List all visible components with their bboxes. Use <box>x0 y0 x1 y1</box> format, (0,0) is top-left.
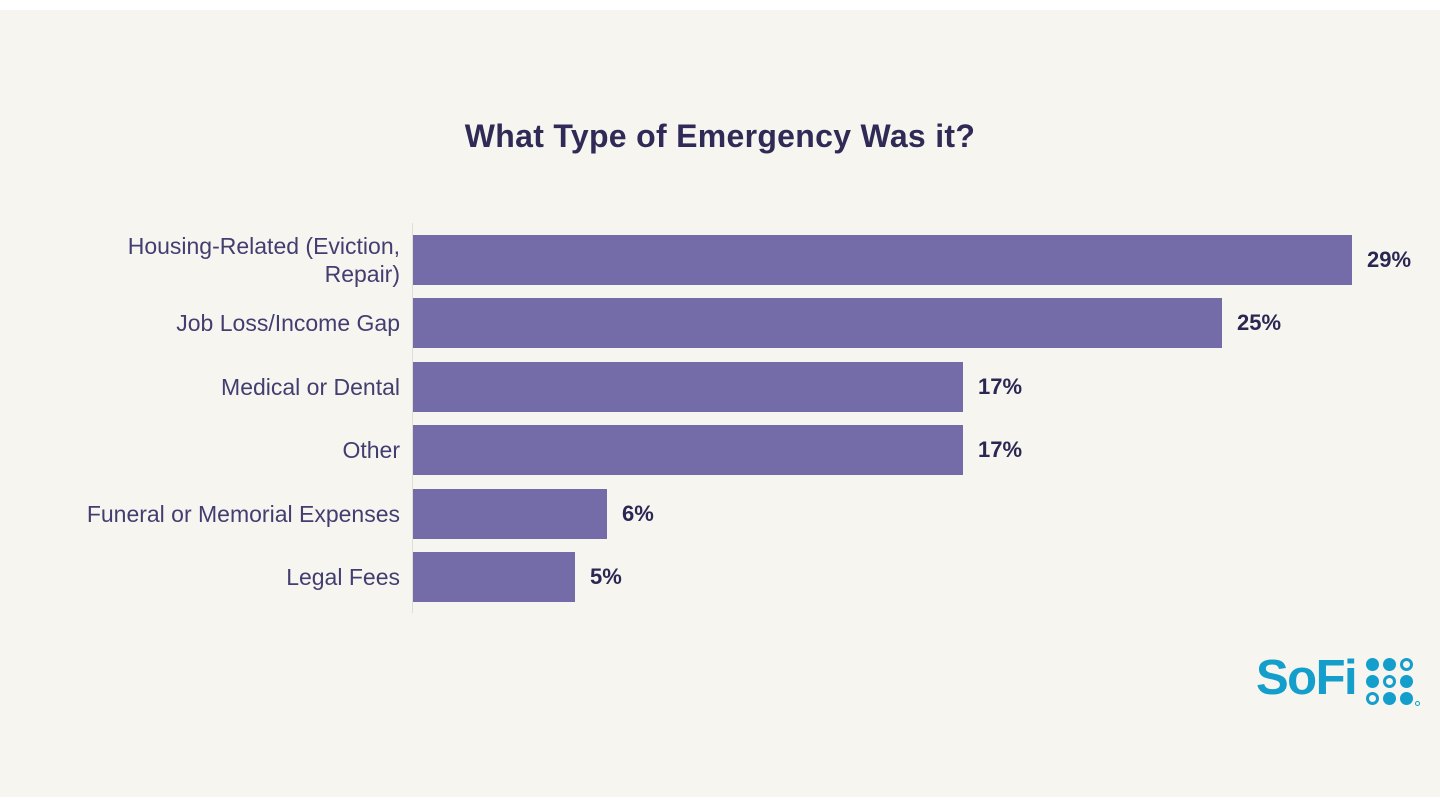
category-label: Other <box>342 437 400 464</box>
bar-row: Medical or Dental 17% <box>20 355 1420 419</box>
bar-row: Other 17% <box>20 419 1420 483</box>
bar <box>413 298 1222 349</box>
filled-dot-icon <box>1383 692 1397 705</box>
ring-dot-icon <box>1400 658 1414 671</box>
bar <box>413 488 607 539</box>
category-label: Legal Fees <box>286 564 400 591</box>
bar <box>413 361 963 412</box>
sofi-dot-grid-icon <box>1366 658 1421 706</box>
top-white-strip <box>0 0 1440 10</box>
filled-dot-icon <box>1400 692 1414 705</box>
bar-row: Job Loss/Income Gap 25% <box>20 292 1420 356</box>
category-label: Medical or Dental <box>221 373 400 400</box>
sofi-wordmark: SoFi <box>1256 651 1358 705</box>
y-axis-line <box>412 223 413 613</box>
bottom-white-strip <box>0 797 1440 806</box>
value-label: 6% <box>622 500 654 526</box>
value-label: 17% <box>978 437 1023 463</box>
filled-dot-icon <box>1383 658 1397 671</box>
ring-dot-icon <box>1383 675 1397 688</box>
bar-chart: Housing-Related (Eviction, Repair) 29% J… <box>20 223 1420 613</box>
category-label: Housing-Related (Eviction, Repair) <box>127 232 400 287</box>
trademark-dot <box>1415 701 1421 706</box>
chart-title: What Type of Emergency Was it? <box>464 118 976 154</box>
bar <box>413 425 963 476</box>
filled-dot-icon <box>1400 675 1414 688</box>
category-label: Funeral or Memorial Expenses <box>86 500 400 527</box>
value-label: 29% <box>1367 246 1412 272</box>
value-label: 17% <box>978 373 1023 399</box>
ring-dot-icon <box>1366 692 1380 705</box>
bar-row: Housing-Related (Eviction, Repair) 29% <box>20 228 1420 292</box>
sofi-logo: SoFi <box>1256 651 1421 706</box>
value-label: 25% <box>1237 310 1282 336</box>
category-label: Job Loss/Income Gap <box>176 310 400 337</box>
bar-row: Funeral or Memorial Expenses 6% <box>20 482 1420 546</box>
bar-row: Legal Fees 5% <box>20 546 1420 610</box>
bar <box>413 234 1352 285</box>
bar <box>413 552 575 603</box>
filled-dot-icon <box>1366 658 1380 671</box>
value-label: 5% <box>590 564 622 590</box>
filled-dot-icon <box>1366 675 1380 688</box>
